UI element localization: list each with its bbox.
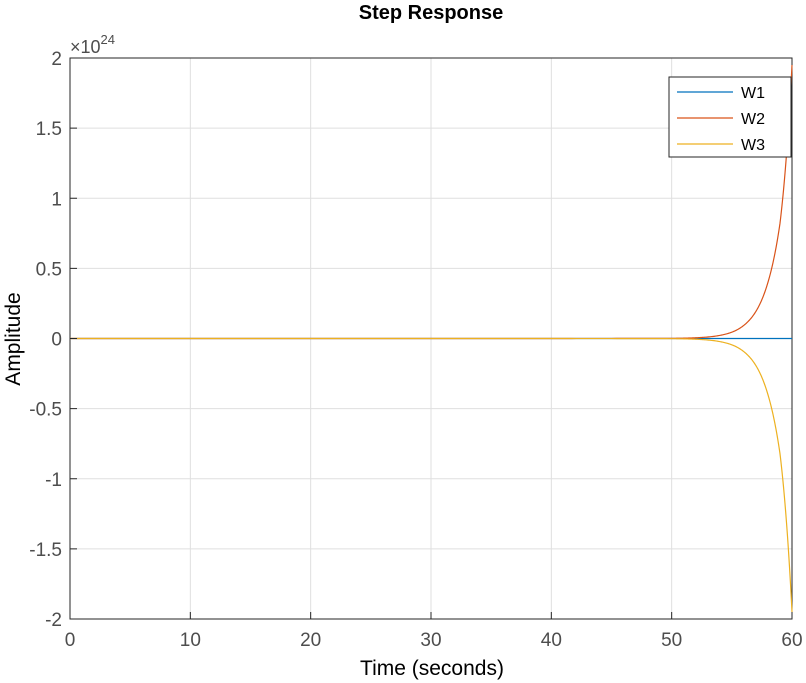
y-tick-label: -1.5 — [29, 540, 62, 561]
x-tick-label: 0 — [65, 630, 76, 651]
legend-box — [668, 76, 792, 158]
y-exponent-label: ×1024 — [70, 32, 115, 57]
y-tick-label: 0.5 — [36, 259, 62, 280]
y-axis-label: Amplitude — [2, 292, 25, 385]
legend: W1 W2 W3 — [668, 76, 792, 158]
x-tick-label: 20 — [300, 630, 321, 651]
y-tick-label: -0.5 — [29, 400, 62, 421]
x-tick-label: 30 — [420, 630, 441, 651]
y-tick-label: 1 — [51, 189, 62, 210]
y-tick-labels: -2 -1.5 -1 -0.5 0 0.5 1 1.5 2 — [29, 49, 77, 631]
x-tick-label: 50 — [661, 630, 682, 651]
legend-label-w2: W2 — [741, 111, 765, 128]
y-tick-label: 0 — [51, 330, 62, 351]
y-tick-label: -1 — [45, 470, 62, 491]
x-tick-label: 60 — [781, 630, 802, 651]
x-tick-label: 10 — [180, 630, 201, 651]
x-axis-label: Time (seconds) — [360, 657, 504, 680]
series-line-w3 — [70, 337, 793, 613]
series-lines — [70, 64, 793, 613]
legend-label-w1: W1 — [741, 85, 765, 102]
y-tick-label: -2 — [45, 610, 62, 631]
x-tick-label: 40 — [541, 630, 562, 651]
y-tick-label: 2 — [51, 49, 62, 70]
x-tick-labels: 0 10 20 30 40 50 60 — [65, 612, 803, 651]
chart-title: Step Response — [359, 2, 503, 24]
y-tick-label: 1.5 — [36, 119, 62, 140]
legend-label-w3: W3 — [741, 137, 765, 154]
